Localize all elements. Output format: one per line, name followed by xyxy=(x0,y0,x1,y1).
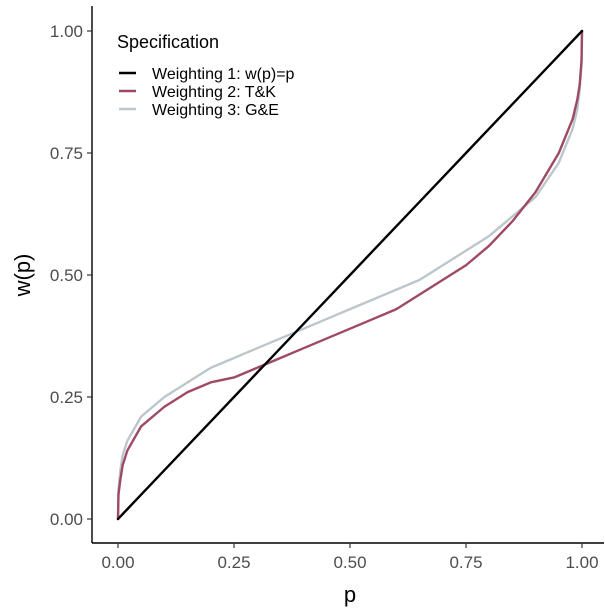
legend-label-2: Weighting 2: T&K xyxy=(152,84,276,101)
y-axis-title: w(p) xyxy=(10,254,35,298)
axes-layer: 0.00 0.25 0.50 0.75 1.00 0.00 0.25 0.50 0.75 1.0… xyxy=(10,6,604,607)
x-tick-label: 0.50 xyxy=(333,553,366,572)
legend: Specification Weighting 1: w(p)=pWeighti… xyxy=(117,32,295,119)
legend-label-1: Weighting 1: w(p)=p xyxy=(152,66,295,83)
y-tick-label: 0.50 xyxy=(50,266,83,285)
x-axis-ticks: 0.00 0.25 0.50 0.75 1.00 xyxy=(101,543,599,572)
y-axis-ticks: 0.00 0.25 0.50 0.75 1.00 xyxy=(50,22,92,529)
legend-title: Specification xyxy=(117,32,219,52)
x-tick-label: 0.00 xyxy=(101,553,134,572)
series-line-1 xyxy=(116,29,584,521)
x-axis-title: p xyxy=(344,582,356,607)
x-tick-label: 1.00 xyxy=(565,553,598,572)
series-line-2 xyxy=(116,29,584,521)
legend-label-3: Weighting 3: G&E xyxy=(152,102,279,119)
series-layer xyxy=(116,29,584,521)
y-tick-label: 0.25 xyxy=(50,388,83,407)
x-tick-label: 0.75 xyxy=(449,553,482,572)
y-tick-label: 1.00 xyxy=(50,22,83,41)
y-tick-label: 0.00 xyxy=(50,510,83,529)
x-tick-label: 0.25 xyxy=(217,553,250,572)
series-line-3 xyxy=(116,29,584,521)
y-tick-label: 0.75 xyxy=(50,144,83,163)
